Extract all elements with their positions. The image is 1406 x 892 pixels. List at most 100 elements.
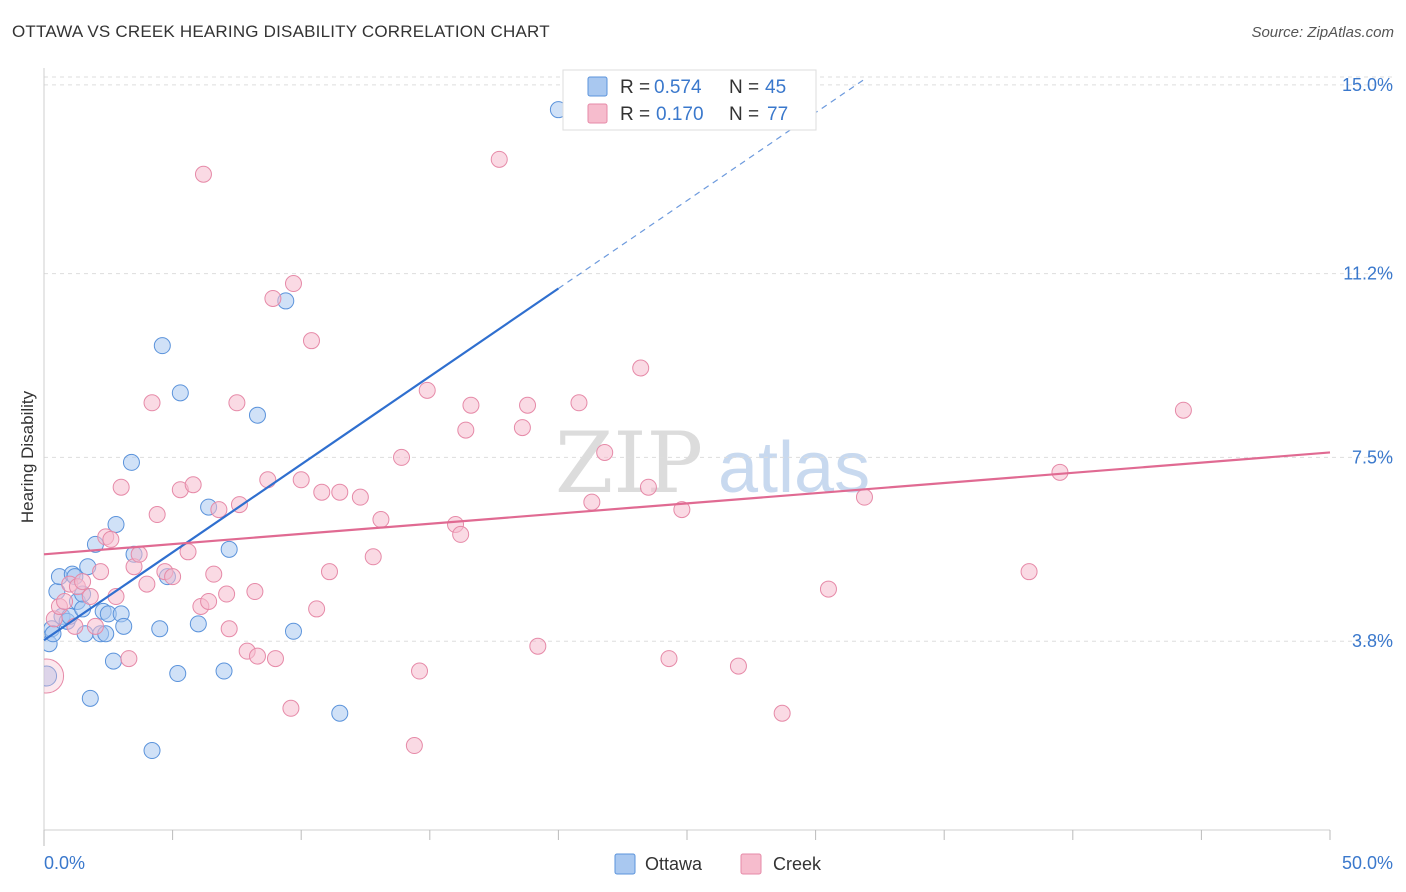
ottawa-point <box>220 540 238 558</box>
x-tick-label-min: 0.0% <box>44 853 85 873</box>
creek-point <box>660 650 678 668</box>
creek-point <box>282 699 300 717</box>
ottawa-point <box>107 515 125 533</box>
ottawa-point <box>115 617 133 635</box>
stats-legend: R = 0.574 N = 45 R = 0.170 N = 77 <box>562 69 817 131</box>
ottawa-n-value: 45 <box>765 77 786 98</box>
creek-point <box>228 394 246 412</box>
creek-point <box>44 658 65 694</box>
creek-point <box>66 617 84 635</box>
creek-point <box>130 545 148 563</box>
creek-point <box>120 650 138 668</box>
ottawa-trend-line <box>43 287 560 642</box>
creek-point <box>284 275 302 293</box>
ottawa-r-label: R = <box>620 77 650 98</box>
creek-point <box>246 583 264 601</box>
y-tick-label: 3.8% <box>1352 631 1393 651</box>
series-legend: Ottawa Creek <box>614 853 822 875</box>
creek-point <box>1020 563 1038 581</box>
ottawa-point <box>189 615 207 633</box>
creek-point <box>102 530 120 548</box>
creek-point <box>218 585 236 603</box>
creek-point <box>92 563 110 581</box>
creek-point <box>308 600 326 618</box>
legend-ottawa-swatch <box>614 853 636 875</box>
ottawa-point <box>153 337 171 355</box>
ottawa-point <box>104 652 122 670</box>
creek-point <box>411 662 429 680</box>
y-axis-label: Hearing Disability <box>18 390 37 523</box>
creek-point <box>220 620 238 638</box>
creek-point <box>457 421 475 439</box>
creek-point <box>184 476 202 494</box>
creek-point <box>313 483 331 501</box>
y-tick-label: 15.0% <box>1342 75 1393 95</box>
ottawa-swatch <box>587 76 608 97</box>
ottawa-point <box>151 620 169 638</box>
creek-point <box>210 501 228 519</box>
creek-trend-line <box>43 451 1331 556</box>
creek-point <box>302 332 320 350</box>
x-tick-label-max: 50.0% <box>1342 853 1393 873</box>
creek-point <box>529 637 547 655</box>
creek-point <box>81 588 99 606</box>
creek-point <box>513 419 531 437</box>
ottawa-point <box>215 662 233 680</box>
ottawa-r-value: 0.574 <box>654 77 702 98</box>
creek-point <box>364 548 382 566</box>
creek-point <box>639 478 657 496</box>
data-points <box>44 101 1192 760</box>
legend-creek-label: Creek <box>773 854 822 874</box>
ottawa-point <box>169 665 187 683</box>
creek-point <box>56 592 74 610</box>
creek-r-label: R = <box>620 104 650 125</box>
creek-n-value: 77 <box>767 104 788 125</box>
chart-title: OTTAWA VS CREEK HEARING DISABILITY CORRE… <box>12 22 550 41</box>
trend-lines <box>43 76 1331 642</box>
creek-point <box>320 563 338 581</box>
creek-point <box>164 568 182 586</box>
source-label: Source: ZipAtlas.com <box>1251 24 1394 41</box>
creek-point <box>148 506 166 524</box>
creek-point <box>418 381 436 399</box>
ottawa-point <box>143 742 161 760</box>
y-tick-labels: 3.8% 7.5% 11.2% 15.0% <box>1342 75 1393 651</box>
grid-lines <box>44 76 1395 642</box>
creek-point <box>462 396 480 414</box>
creek-n-label: N = <box>729 104 759 125</box>
creek-point <box>490 150 508 168</box>
ottawa-point <box>248 406 266 424</box>
creek-point <box>773 704 791 722</box>
legend-ottawa-label: Ottawa <box>645 854 703 874</box>
creek-point <box>570 394 588 412</box>
creek-r-value: 0.170 <box>656 104 704 125</box>
creek-point <box>200 592 218 610</box>
ottawa-point <box>331 704 349 722</box>
creek-point <box>1174 401 1192 419</box>
creek-point <box>264 289 282 307</box>
watermark-zip: ZIP <box>555 414 703 512</box>
ottawa-point <box>44 665 58 687</box>
creek-point <box>729 657 747 675</box>
creek-point <box>583 493 601 511</box>
legend-creek-swatch <box>740 853 762 875</box>
creek-swatch <box>587 103 608 124</box>
creek-point <box>452 525 470 543</box>
ottawa-point <box>81 689 99 707</box>
creek-point <box>519 396 537 414</box>
creek-point <box>194 165 212 183</box>
ottawa-point <box>122 453 140 471</box>
ottawa-point <box>284 622 302 640</box>
x-axis-ticks <box>43 830 1331 846</box>
creek-point <box>331 483 349 501</box>
creek-point <box>596 443 614 461</box>
creek-point <box>372 511 390 529</box>
creek-point <box>143 394 161 412</box>
creek-point <box>673 501 691 519</box>
creek-point <box>86 617 104 635</box>
watermark-atlas: atlas <box>718 428 870 508</box>
creek-point <box>405 737 423 755</box>
creek-point <box>259 471 277 489</box>
creek-point <box>855 488 873 506</box>
